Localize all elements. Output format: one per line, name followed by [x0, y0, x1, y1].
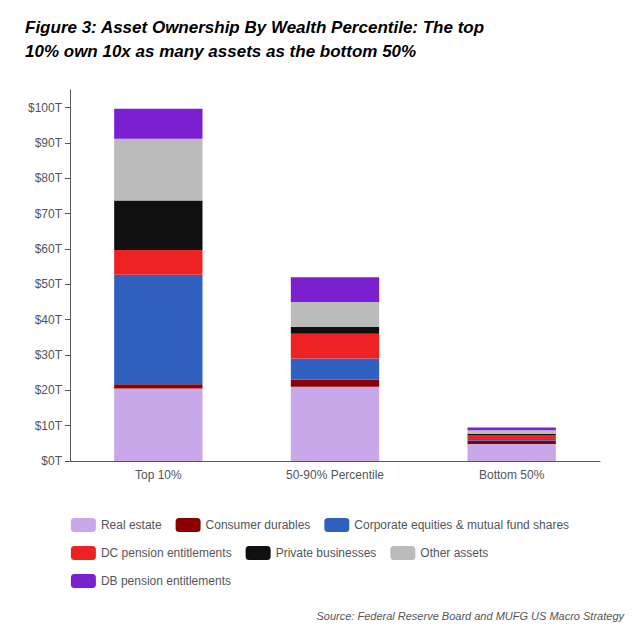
svg-text:Consumer durables: Consumer durables — [206, 518, 311, 532]
svg-text:DC pension entitlements: DC pension entitlements — [101, 546, 232, 560]
svg-text:$20T: $20T — [35, 383, 63, 397]
svg-text:Real estate: Real estate — [101, 518, 162, 532]
svg-text:Corporate equities & mutual fu: Corporate equities & mutual fund shares — [354, 518, 569, 532]
svg-text:$90T: $90T — [35, 136, 63, 150]
svg-text:$50T: $50T — [35, 277, 63, 291]
svg-text:$70T: $70T — [35, 207, 63, 221]
svg-text:DB pension entitlements: DB pension entitlements — [101, 574, 231, 588]
svg-text:$100T: $100T — [28, 101, 63, 115]
svg-text:$30T: $30T — [35, 348, 63, 362]
svg-text:Other assets: Other assets — [420, 546, 488, 560]
svg-text:Bottom 50%: Bottom 50% — [479, 468, 545, 482]
svg-text:$0T: $0T — [41, 454, 62, 468]
svg-text:$40T: $40T — [35, 313, 63, 327]
svg-text:10% own 10x as many assets as: 10% own 10x as many assets as the bottom… — [25, 42, 416, 61]
svg-text:Source: Federal Reserve Board: Source: Federal Reserve Board and MUFG U… — [316, 610, 625, 622]
svg-text:Private businesses: Private businesses — [276, 546, 377, 560]
svg-text:$60T: $60T — [35, 242, 63, 256]
svg-text:Top 10%: Top 10% — [135, 468, 182, 482]
svg-text:$80T: $80T — [35, 171, 63, 185]
svg-text:$10T: $10T — [35, 419, 63, 433]
svg-text:50-90% Percentile: 50-90% Percentile — [286, 468, 384, 482]
svg-text:Figure 3: Asset Ownership By W: Figure 3: Asset Ownership By Wealth Perc… — [25, 18, 484, 37]
